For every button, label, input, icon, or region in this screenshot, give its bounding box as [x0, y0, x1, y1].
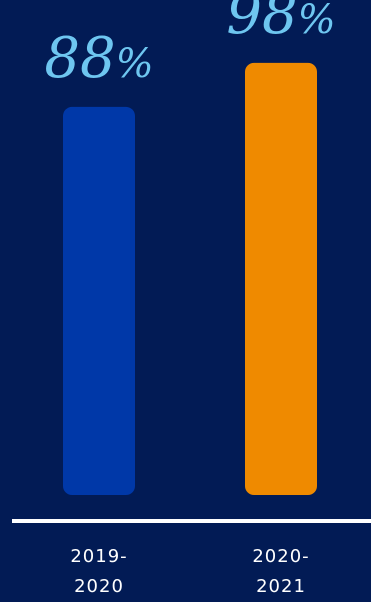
value-label-0: 88% [44, 26, 153, 91]
bar-1 [245, 62, 317, 495]
category-label-0-line-0: 2019- [70, 546, 127, 567]
category-label-1-line-1: 2021 [256, 576, 306, 597]
bar-0 [63, 106, 135, 496]
bars-layer [63, 62, 317, 496]
category-label-0-line-1: 2020 [74, 576, 124, 597]
category-label-1-line-0: 2020- [252, 546, 309, 567]
value-labels-layer: 88% 98% [44, 0, 335, 91]
category-labels-layer: 2019- 2020 2020- 2021 [70, 546, 309, 597]
value-label-1: 98% [226, 0, 335, 47]
